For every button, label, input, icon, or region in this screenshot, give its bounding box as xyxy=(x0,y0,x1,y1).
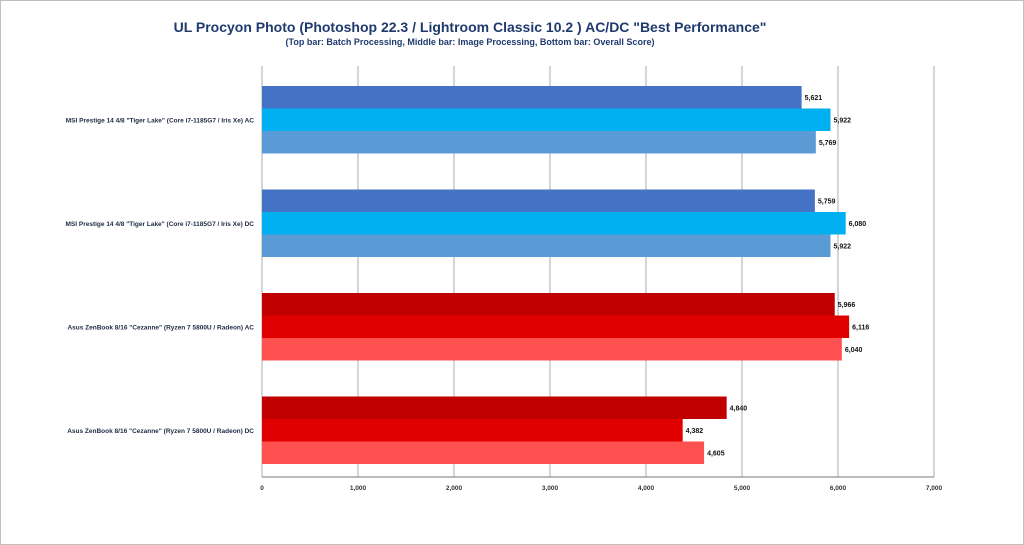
bar xyxy=(262,315,850,338)
bar xyxy=(262,234,831,257)
bar xyxy=(262,212,846,235)
x-tick-label: 1,000 xyxy=(350,485,367,492)
data-label: 5,759 xyxy=(818,198,836,205)
data-label: 5,769 xyxy=(819,140,837,147)
bar xyxy=(262,441,705,464)
x-tick-label: 3,000 xyxy=(542,485,559,492)
data-label: 4,840 xyxy=(730,405,748,412)
bar xyxy=(262,396,727,419)
x-tick-label: 5,000 xyxy=(734,485,751,492)
data-label: 5,922 xyxy=(834,243,852,250)
bar xyxy=(262,338,842,361)
data-label: 6,040 xyxy=(845,347,863,354)
data-label: 6,080 xyxy=(849,221,867,228)
data-label: 4,605 xyxy=(707,450,725,457)
x-tick-label: 4,000 xyxy=(638,485,655,492)
bar xyxy=(262,189,815,212)
category-label: MSI Prestige 14 4/8 "Tiger Lake" (Core i… xyxy=(66,117,255,124)
category-label: MSI Prestige 14 4/8 "Tiger Lake" (Core i… xyxy=(66,221,255,228)
data-label: 5,621 xyxy=(805,95,823,102)
bar xyxy=(262,293,835,316)
bar xyxy=(262,108,831,131)
bar xyxy=(262,419,683,442)
chart-subtitle: (Top bar: Batch Processing, Middle bar: … xyxy=(285,37,655,47)
x-tick-label: 6,000 xyxy=(830,485,847,492)
bar xyxy=(262,131,816,154)
data-label: 4,382 xyxy=(686,428,704,435)
x-tick-label: 2,000 xyxy=(446,485,463,492)
category-label: Asus ZenBook 8/16 "Cezanne" (Ryzen 7 580… xyxy=(67,428,254,435)
x-tick-label: 0 xyxy=(260,485,264,492)
data-label: 5,966 xyxy=(838,302,856,309)
data-label: 6,116 xyxy=(852,324,869,331)
data-label: 5,922 xyxy=(834,117,852,124)
chart-title: UL Procyon Photo (Photoshop 22.3 / Light… xyxy=(173,19,767,35)
category-label: Asus ZenBook 8/16 "Cezanne" (Ryzen 7 580… xyxy=(67,324,254,331)
x-tick-label: 7,000 xyxy=(926,485,943,492)
bar xyxy=(262,86,802,109)
